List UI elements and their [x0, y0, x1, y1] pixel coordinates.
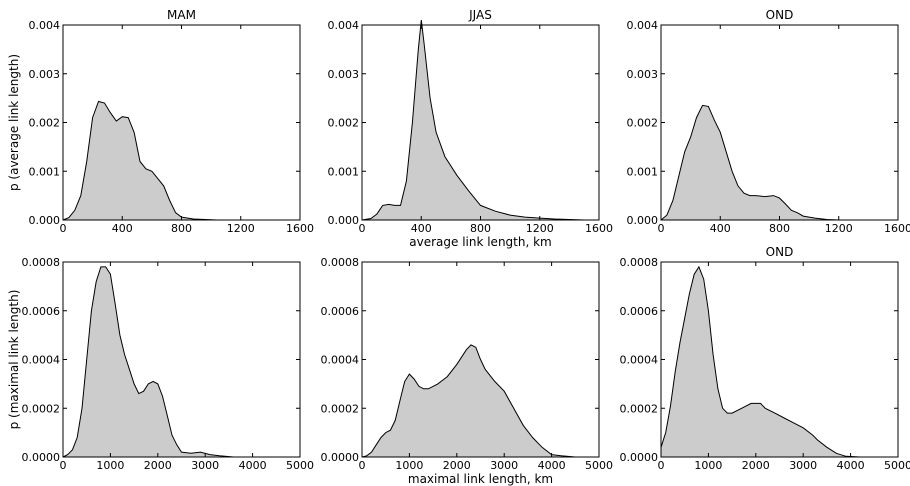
density-line — [660, 265, 898, 458]
x-tick-label: 0 — [60, 222, 67, 235]
y-tick-label: 0.001 — [328, 165, 360, 178]
x-tick-label: 0 — [60, 459, 67, 472]
y-tick-label: 0.0008 — [22, 256, 61, 269]
y-tick-label: 0.004 — [328, 19, 360, 32]
x-tick-label: 1600 — [884, 222, 910, 235]
x-tick-label: 800 — [171, 222, 192, 235]
x-axis-label: maximal link length, km — [408, 472, 553, 486]
y-tick-label: 0.0000 — [321, 451, 360, 464]
y-tick-label: 0.000 — [29, 214, 61, 227]
x-tick-label: 2000 — [144, 459, 172, 472]
x-axis-label: average link length, km — [409, 235, 552, 249]
x-tick-label: 2000 — [443, 459, 471, 472]
y-tick-label: 0.003 — [29, 68, 61, 81]
y-tick-label: 0.0000 — [22, 451, 61, 464]
x-tick-label: 1000 — [96, 459, 124, 472]
plot-frame — [361, 24, 600, 221]
panel-title: JJAS — [468, 8, 492, 22]
y-tick-label: 0.0002 — [620, 402, 659, 415]
x-tick-label: 800 — [470, 222, 491, 235]
y-tick-label: 0.002 — [29, 117, 61, 130]
density-line — [361, 344, 599, 458]
x-tick-label: 2000 — [742, 459, 770, 472]
panel-5: 0 1000 2000 3000 4000 5000 0.0000 0.0002 0.0004 0… — [321, 256, 614, 486]
x-tick-label: 5000 — [585, 459, 613, 472]
y-tick-label: 0.0006 — [321, 305, 360, 318]
x-tick-label: 1600 — [286, 222, 314, 235]
x-tick-label: 5000 — [884, 459, 910, 472]
x-tick-label: 1200 — [526, 222, 554, 235]
panel-title: OND — [766, 8, 794, 22]
density-area — [661, 105, 898, 220]
x-tick-label: 1200 — [227, 222, 255, 235]
x-tick-label: 3000 — [191, 459, 219, 472]
y-tick-label: 0.003 — [328, 68, 360, 81]
y-tick-label: 0.0006 — [22, 305, 61, 318]
x-tick-label: 3000 — [490, 459, 518, 472]
panel-title: MAM — [167, 8, 196, 22]
density-line — [660, 104, 898, 221]
y-tick-label: 0.002 — [627, 117, 659, 130]
x-tick-label: 400 — [411, 222, 432, 235]
density-area — [362, 20, 599, 220]
x-tick-label: 3000 — [789, 459, 817, 472]
x-tick-label: 5000 — [286, 459, 314, 472]
x-tick-label: 0 — [359, 222, 366, 235]
panel-1: 0 400 800 1200 1600 0.000 0.001 0.002 0.003 0.004… — [7, 8, 314, 235]
density-area — [63, 101, 300, 220]
panel-title: OND — [766, 245, 794, 259]
panel-4: 0 1000 2000 3000 4000 5000 0.0000 0.0002 0.0004 0… — [7, 256, 314, 472]
x-tick-label: 1000 — [694, 459, 722, 472]
y-tick-label: 0.004 — [29, 19, 61, 32]
y-tick-label: 0.001 — [29, 165, 61, 178]
x-tick-label: 1600 — [585, 222, 613, 235]
density-area — [63, 266, 300, 457]
x-tick-label: 400 — [710, 222, 731, 235]
y-tick-label: 0.0008 — [321, 256, 360, 269]
y-tick-label: 0.0004 — [321, 354, 360, 367]
y-tick-label: 0.004 — [627, 19, 659, 32]
x-tick-label: 4000 — [837, 459, 865, 472]
x-tick-label: 400 — [112, 222, 133, 235]
density-area — [362, 344, 599, 457]
y-tick-label: 0.0002 — [22, 402, 61, 415]
panel-3: 0 400 800 1200 1600 0.000 0.001 0.002 0.003 0.004… — [627, 8, 910, 235]
x-tick-label: 4000 — [538, 459, 566, 472]
x-tick-label: 0 — [658, 222, 665, 235]
y-tick-label: 0.001 — [627, 165, 659, 178]
density-line — [361, 20, 599, 221]
panel-2: 0 400 800 1200 1600 0.000 0.001 0.002 0.003 0.004… — [328, 8, 614, 249]
x-tick-label: 1200 — [825, 222, 853, 235]
x-tick-label: 4000 — [239, 459, 267, 472]
y-tick-label: 0.0004 — [22, 354, 61, 367]
y-tick-label: 0.0004 — [620, 354, 659, 367]
y-tick-label: 0.0006 — [620, 305, 659, 318]
y-axis-label: p (average link length) — [7, 54, 21, 191]
density-line — [62, 266, 300, 458]
x-tick-label: 1000 — [395, 459, 423, 472]
y-tick-label: 0.000 — [627, 214, 659, 227]
y-tick-label: 0.0002 — [321, 402, 360, 415]
y-axis-label: p (maximal link length) — [7, 290, 21, 430]
density-line — [62, 100, 300, 221]
panel-6: 0 1000 2000 3000 4000 5000 0.0000 0.0002 0.0004 0… — [620, 245, 910, 472]
y-tick-label: 0.000 — [328, 214, 360, 227]
y-tick-label: 0.002 — [328, 117, 360, 130]
density-area — [661, 266, 898, 457]
y-tick-label: 0.0008 — [620, 256, 659, 269]
x-tick-label: 800 — [769, 222, 790, 235]
x-tick-label: 0 — [658, 459, 665, 472]
y-tick-label: 0.003 — [627, 68, 659, 81]
x-tick-label: 0 — [359, 459, 366, 472]
y-tick-label: 0.0000 — [620, 451, 659, 464]
